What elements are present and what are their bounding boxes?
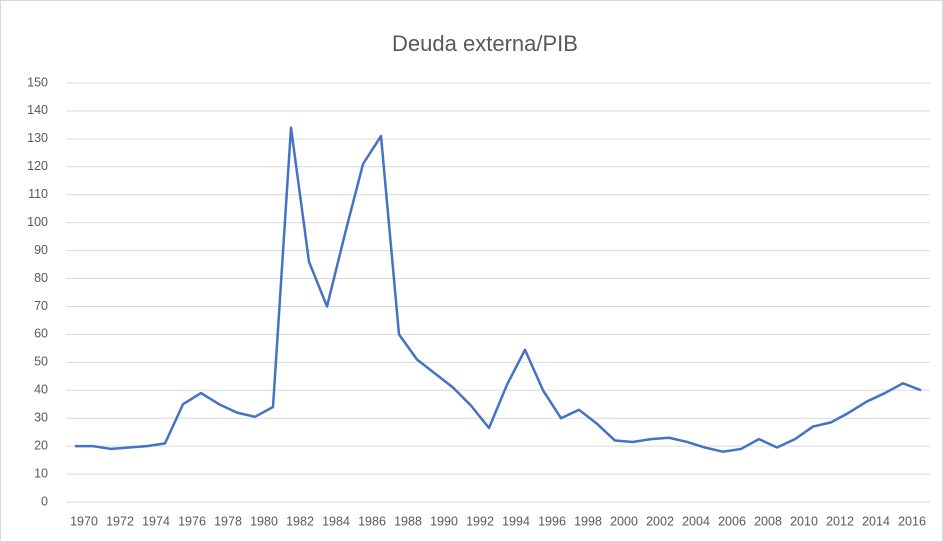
y-tick-label: 150 xyxy=(27,75,48,89)
x-tick-label: 1978 xyxy=(214,514,242,528)
x-tick-label: 1976 xyxy=(178,514,206,528)
x-tick-label: 1996 xyxy=(538,514,566,528)
y-tick-label: 20 xyxy=(34,438,48,452)
y-tick-label: 10 xyxy=(34,466,48,480)
x-tick-label: 2012 xyxy=(826,514,854,528)
data-line xyxy=(75,126,922,453)
x-tick-label: 2014 xyxy=(862,514,890,528)
x-tick-label: 1970 xyxy=(70,514,98,528)
x-tick-label: 2000 xyxy=(610,514,638,528)
y-tick-label: 110 xyxy=(28,187,48,201)
x-tick-label: 2002 xyxy=(646,514,674,528)
y-tick-label: 40 xyxy=(34,383,48,397)
x-tick-label: 1992 xyxy=(466,514,494,528)
x-tick-label: 2010 xyxy=(790,514,818,528)
x-tick-label: 2008 xyxy=(754,514,782,528)
y-tick-label: 90 xyxy=(34,243,48,257)
x-tick-label: 1990 xyxy=(430,514,458,528)
x-tick-label: 1972 xyxy=(106,514,134,528)
x-tick-label: 1988 xyxy=(394,514,422,528)
x-tick-label: 1974 xyxy=(142,514,170,528)
x-tick-label: 1982 xyxy=(286,514,314,528)
x-tick-label: 1998 xyxy=(574,514,602,528)
x-tick-label: 2016 xyxy=(898,514,926,528)
x-tick-label: 2004 xyxy=(682,514,710,528)
y-tick-label: 60 xyxy=(34,327,48,341)
y-tick-label: 100 xyxy=(27,215,48,229)
y-tick-label: 70 xyxy=(34,299,48,313)
y-tick-label: 120 xyxy=(27,159,48,173)
y-tick-label: 30 xyxy=(34,410,48,424)
y-tick-label: 80 xyxy=(34,271,48,285)
y-tick-label: 0 xyxy=(41,494,48,508)
y-tick-label: 50 xyxy=(34,355,48,369)
x-tick-label: 1986 xyxy=(358,514,386,528)
x-tick-label: 1980 xyxy=(250,514,278,528)
chart-title: Deuda externa/PIB xyxy=(392,31,578,56)
y-tick-label: 130 xyxy=(27,131,48,145)
y-tick-label: 140 xyxy=(27,103,48,117)
x-tick-label: 2006 xyxy=(718,514,746,528)
x-tick-label: 1994 xyxy=(502,514,530,528)
x-tick-label: 1984 xyxy=(322,514,350,528)
